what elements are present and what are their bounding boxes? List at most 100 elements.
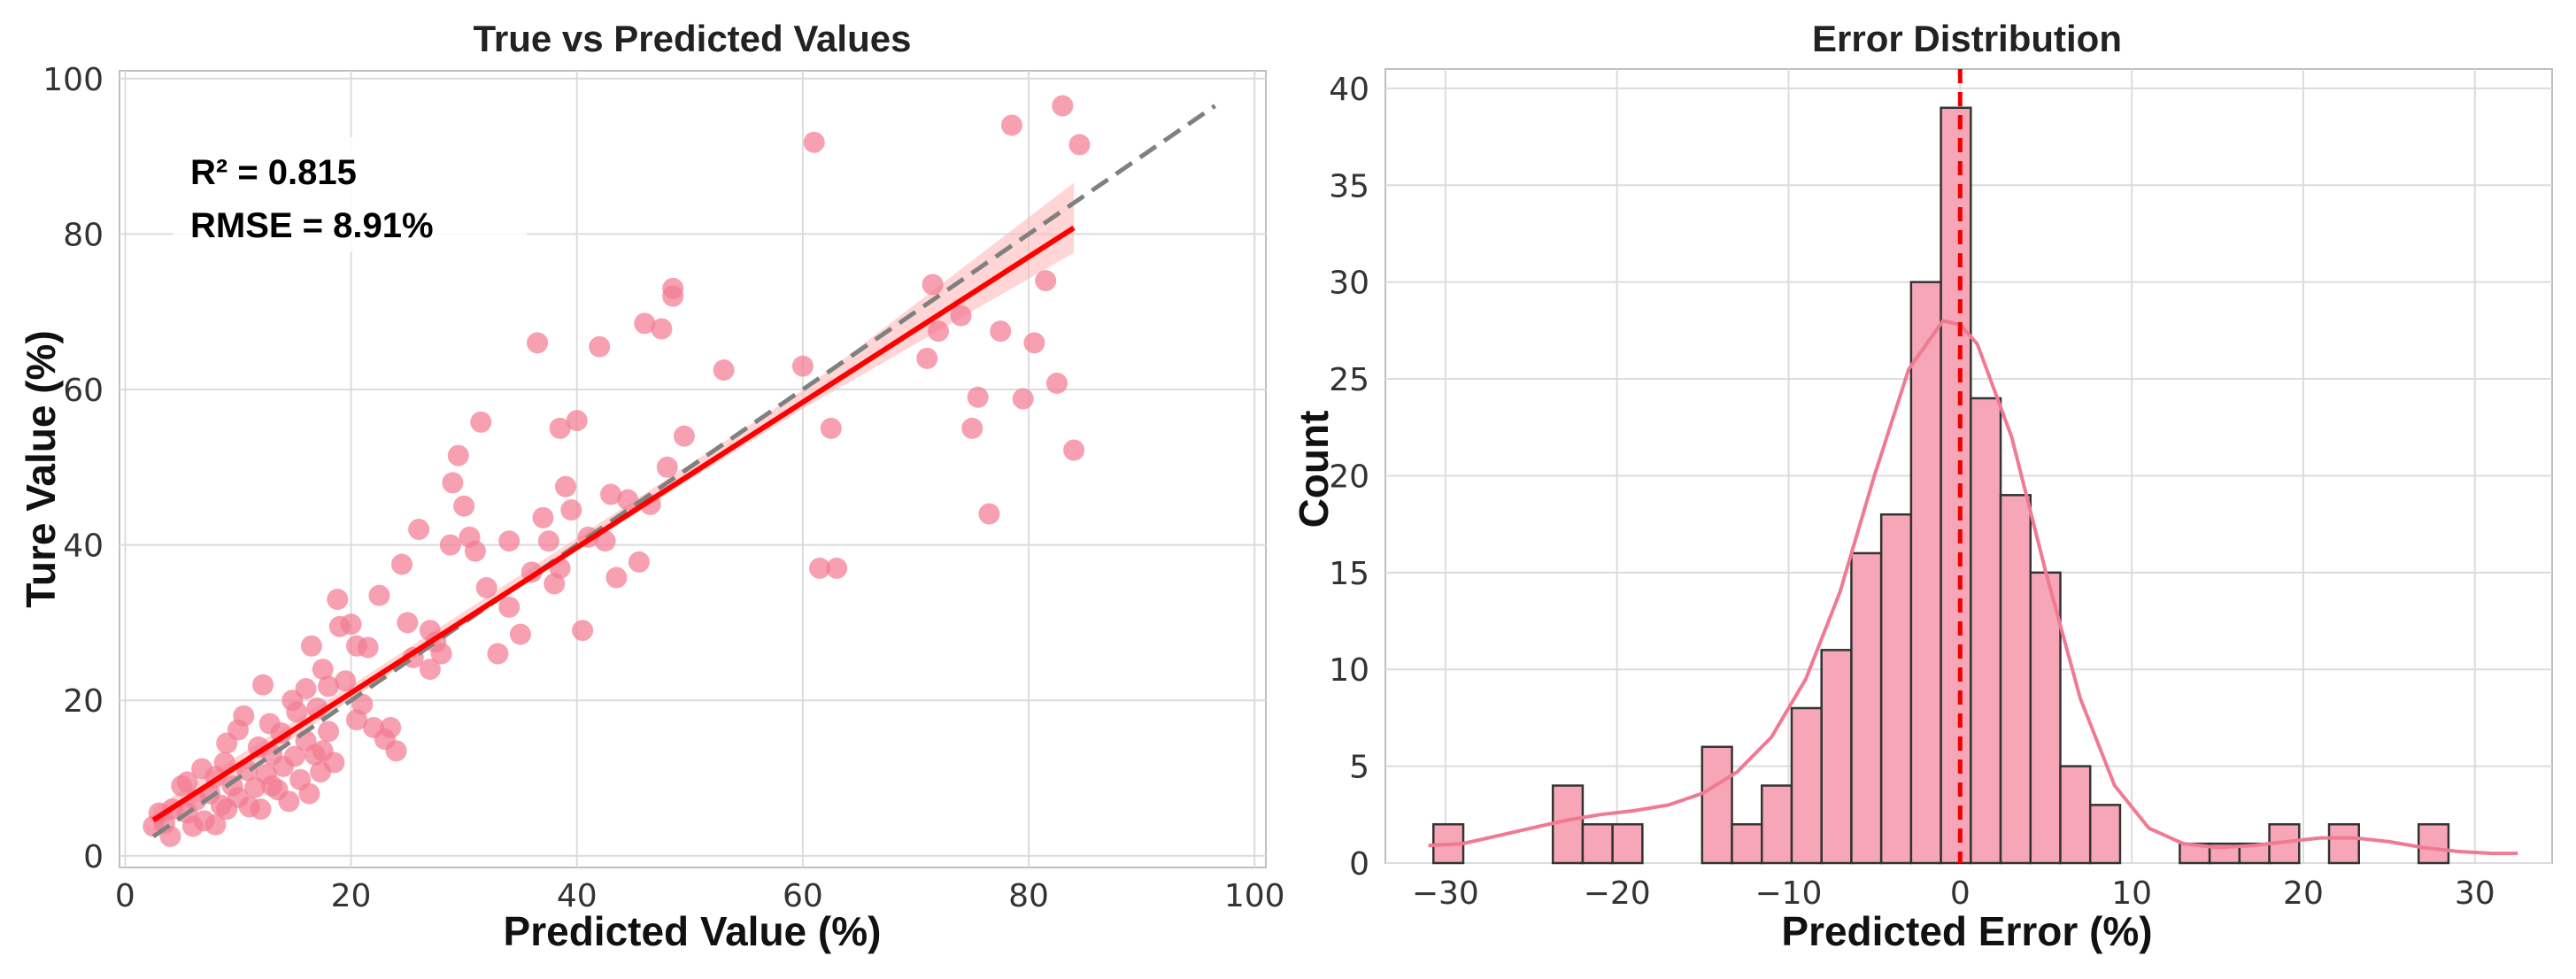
scatter-point	[312, 659, 334, 681]
scatter-point	[298, 782, 320, 805]
histogram-x-tick-label: 20	[2283, 875, 2324, 912]
histogram-bar	[2088, 804, 2122, 865]
scatter-point	[397, 612, 419, 634]
scatter-point	[572, 620, 594, 642]
histogram-bar	[2327, 822, 2361, 865]
histogram-x-tick-label: −30	[1412, 875, 1479, 912]
scatter-point	[278, 790, 300, 813]
scatter-point	[950, 304, 972, 327]
scatter-point	[430, 643, 452, 665]
scatter-point	[527, 332, 549, 354]
scatter-point	[560, 499, 582, 521]
scatter-y-tick-label: 80	[63, 217, 104, 253]
histogram-bar	[1879, 513, 1913, 865]
histogram-y-tick-label: 35	[1329, 168, 1369, 204]
histogram-y-tick-label: 30	[1329, 266, 1369, 302]
scatter-point	[589, 335, 611, 358]
scatter-point	[617, 489, 639, 511]
scatter-point	[628, 551, 650, 573]
histogram-bar	[1611, 822, 1644, 865]
histogram-bar	[2059, 765, 2092, 865]
scatter-point	[791, 355, 814, 377]
scatter-x-tick-label: 20	[331, 878, 372, 914]
scatter-point	[204, 813, 227, 836]
scatter-point	[233, 705, 255, 727]
histogram-x-tick-label: −10	[1755, 875, 1822, 912]
histogram-bar	[1909, 281, 1942, 865]
scatter-point	[318, 721, 340, 743]
scatter-point	[300, 635, 322, 657]
histogram-bar	[1970, 397, 2002, 865]
scatter-y-tick-label: 40	[63, 528, 104, 565]
scatter-point	[673, 425, 695, 447]
scatter-point	[554, 475, 576, 497]
histogram-bar	[1850, 551, 1883, 865]
histogram-y-tick-label: 15	[1329, 556, 1369, 592]
histogram-bar	[1551, 784, 1585, 865]
scatter-point	[216, 798, 238, 821]
scatter-points	[143, 95, 1091, 847]
scatter-point	[826, 557, 848, 579]
scatter-x-axis-label: Predicted Value (%)	[504, 908, 882, 954]
scatter-point	[928, 320, 949, 343]
scatter-point	[651, 318, 673, 340]
scatter-point	[1068, 134, 1091, 156]
histogram-x-tick-label: 10	[2111, 875, 2152, 912]
annotation-box	[173, 137, 527, 252]
scatter-x-ticks: 0 20 40 60 80 100	[115, 878, 1285, 914]
scatter-point	[1052, 95, 1074, 117]
scatter-gridlines	[120, 71, 1266, 867]
histogram-x-axis-label: Predicted Error (%)	[1781, 908, 2152, 954]
rmse-annotation: RMSE = 8.91%	[190, 206, 434, 245]
histogram-bar	[1581, 822, 1614, 865]
histogram-x-tick-label: 30	[2455, 875, 2495, 912]
scatter-point	[261, 775, 283, 797]
scatter-point	[549, 417, 571, 439]
scatter-point	[368, 584, 390, 606]
scatter-point	[1035, 270, 1057, 292]
scatter-point	[470, 411, 492, 433]
histogram-y-tick-label: 25	[1329, 362, 1369, 398]
histogram-y-axis-label: Count	[1291, 411, 1337, 528]
scatter-point	[453, 495, 475, 517]
histogram-panel: 0 5 10 15 20 25 30 35 40 −30 −20 −10 0 10 20 30 Error …	[1291, 18, 2553, 954]
histogram-title: Error Distribution	[1812, 18, 2122, 59]
scatter-point	[176, 771, 198, 793]
scatter-point	[442, 472, 464, 494]
scatter-point	[532, 506, 554, 528]
histogram-bar	[2029, 571, 2062, 865]
histogram-x-tick-label: −20	[1584, 875, 1651, 912]
scatter-point	[408, 519, 430, 541]
histogram-bar	[1790, 706, 1823, 865]
scatter-point	[713, 359, 735, 382]
scatter-point	[380, 716, 402, 738]
scatter-x-tick-label: 100	[1224, 878, 1285, 914]
histogram-y-tick-label: 0	[1349, 846, 1369, 883]
scatter-point	[385, 740, 407, 762]
histogram-y-ticks: 0 5 10 15 20 25 30 35 40	[1329, 72, 1369, 883]
scatter-point	[390, 553, 413, 575]
scatter-x-tick-label: 0	[115, 878, 135, 914]
scatter-point	[327, 589, 349, 611]
scatter-point	[656, 456, 678, 478]
regression-line	[151, 225, 1076, 822]
kde-curve	[1428, 319, 2518, 856]
scatter-point	[498, 530, 521, 552]
scatter-y-tick-label: 60	[63, 373, 104, 409]
histogram-bar	[1701, 745, 1733, 865]
scatter-point	[916, 347, 938, 369]
histogram-x-ticks: −30 −20 −10 0 10 20 30	[1412, 875, 2495, 912]
scatter-point	[978, 503, 1000, 525]
scatter-y-tick-label: 20	[63, 683, 104, 720]
scatter-x-tick-label: 80	[1008, 878, 1049, 914]
scatter-point	[803, 131, 825, 153]
scatter-point	[318, 675, 340, 698]
scatter-point	[357, 636, 379, 659]
scatter-point	[295, 678, 317, 700]
scatter-point	[487, 643, 509, 665]
scatter-x-tick-label: 40	[557, 878, 598, 914]
r2-annotation: R² = 0.815	[190, 153, 357, 192]
scatter-point	[345, 709, 367, 731]
scatter-point	[286, 701, 308, 723]
